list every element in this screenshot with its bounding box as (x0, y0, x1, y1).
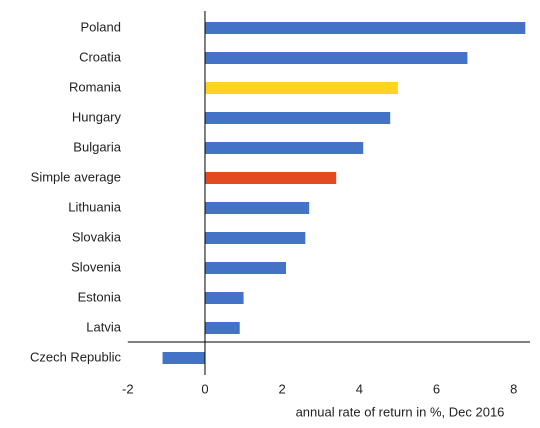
y-tick-label: Romania (69, 79, 122, 94)
y-tick-label: Czech Republic (30, 349, 122, 364)
y-tick-label: Lithuania (68, 199, 122, 214)
y-tick-label: Bulgaria (73, 139, 121, 154)
x-tick-label: 4 (356, 381, 363, 396)
y-tick-label: Simple average (31, 169, 121, 184)
x-tick-label: 2 (279, 381, 286, 396)
y-tick-label: Slovenia (71, 259, 122, 274)
x-tick-label: 0 (201, 381, 208, 396)
bar (204, 232, 306, 244)
x-axis-title: annual rate of return in %, Dec 2016 (296, 404, 505, 419)
bar (204, 172, 337, 184)
x-tick-label: 8 (510, 381, 517, 396)
x-tick-label: 6 (433, 381, 440, 396)
bar (204, 112, 391, 124)
bar (204, 82, 398, 94)
y-tick-label: Poland (81, 19, 121, 34)
bar (204, 52, 468, 64)
bar (204, 202, 310, 214)
y-tick-label: Slovakia (72, 229, 122, 244)
bar (204, 292, 244, 304)
y-tick-label: Croatia (79, 49, 122, 64)
bar (204, 322, 240, 334)
bar (204, 22, 526, 34)
bar (204, 142, 364, 154)
y-tick-label: Estonia (78, 289, 122, 304)
bar (162, 352, 205, 364)
y-tick-label: Hungary (72, 109, 122, 124)
x-tick-label: -2 (122, 381, 134, 396)
bar (204, 262, 287, 274)
y-tick-label: Latvia (86, 319, 121, 334)
